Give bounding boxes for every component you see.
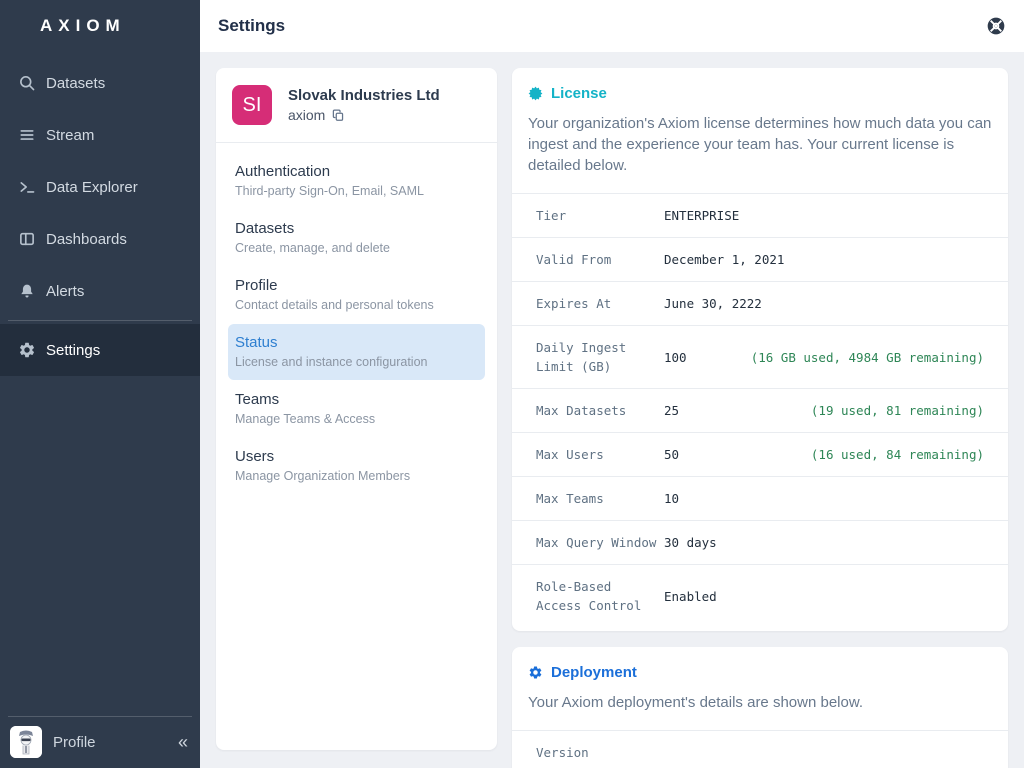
profile-label: Profile [53, 733, 96, 751]
gear-icon [18, 341, 36, 359]
nav-label: Data Explorer [46, 178, 138, 196]
sidebar-item-dashboards[interactable]: Dashboards [0, 213, 200, 265]
sidebar-item-alerts[interactable]: Alerts [0, 265, 200, 317]
nav-label: Stream [46, 126, 95, 144]
settings-nav-card: SI Slovak Industries Ltd axiom Authentic… [216, 68, 497, 750]
sidebar-item-datasets[interactable]: Datasets [0, 57, 200, 109]
table-row-max-datasets: Max Datasets 25 (19 used, 81 remaining) [512, 388, 1008, 432]
stream-icon [18, 126, 36, 144]
license-table: Tier ENTERPRISE Valid From December 1, 2… [512, 193, 1008, 631]
nav-label: Settings [46, 341, 101, 359]
settings-menu-item-datasets[interactable]: Datasets Create, manage, and delete [235, 220, 390, 255]
nav-label: Dashboards [46, 230, 127, 248]
table-row-expires-at: Expires At June 30, 2222 [512, 281, 1008, 325]
settings-menu-item-profile[interactable]: Profile Contact details and personal tok… [235, 277, 434, 312]
deployment-gear-icon [528, 665, 543, 680]
divider [216, 142, 497, 143]
settings-menu: Authentication Third-party Sign-On, Emai… [216, 143, 497, 505]
nav-label: Datasets [46, 74, 106, 92]
nav-label: Alerts [46, 282, 85, 300]
settings-menu-item-authentication[interactable]: Authentication Third-party Sign-On, Emai… [235, 163, 424, 198]
settings-menu-item-status[interactable]: Status License and instance configuratio… [228, 324, 485, 380]
profile-button[interactable]: Profile « [0, 720, 200, 768]
settings-content: SI Slovak Industries Ltd axiom Authentic… [200, 52, 1024, 768]
axiom-logo: AXIOM [40, 16, 126, 35]
deployment-description: Your Axiom deployment's details are show… [528, 694, 864, 711]
table-row-max-teams: Max Teams 10 [512, 476, 1008, 520]
deployment-title: Deployment [551, 664, 637, 681]
deployment-table: Version [512, 730, 1008, 768]
dashboards-icon [18, 230, 36, 248]
lifebuoy-icon[interactable] [986, 16, 1006, 36]
main-nav: Datasets Stream Data Explorer Dashboards… [0, 57, 200, 376]
page-title: Settings [218, 16, 286, 35]
nav-divider [8, 320, 192, 321]
sidebar-item-settings[interactable]: Settings [0, 324, 200, 376]
org-slug: axiom [288, 107, 326, 123]
usage-annotation: (16 GB used, 4984 GB remaining) [750, 349, 984, 365]
license-description: Your organization's Axiom license determ… [528, 115, 992, 174]
license-card: License Your organization's Axiom licens… [512, 68, 1008, 631]
copy-icon[interactable] [331, 108, 345, 122]
license-badge-icon [528, 86, 543, 101]
org-header: SI Slovak Industries Ltd axiom [216, 68, 497, 142]
table-row-rbac: Role-Based Access Control Enabled [512, 564, 1008, 627]
table-row-version: Version [512, 730, 1008, 768]
page-header: Settings [200, 0, 1024, 52]
license-title: License [551, 85, 607, 102]
table-row-max-users: Max Users 50 (16 used, 84 remaining) [512, 432, 1008, 476]
profile-divider [8, 716, 192, 717]
org-avatar: SI [232, 85, 272, 125]
terminal-icon [18, 178, 36, 196]
avatar [10, 726, 42, 758]
usage-annotation: (19 used, 81 remaining) [810, 403, 984, 418]
status-panels: License Your organization's Axiom licens… [512, 68, 1008, 768]
settings-menu-item-users[interactable]: Users Manage Organization Members [235, 448, 411, 483]
table-row-max-query-window: Max Query Window 30 days [512, 520, 1008, 564]
app-sidebar: AXIOM Datasets Stream Data Explorer Dash… [0, 0, 200, 768]
sidebar-item-stream[interactable]: Stream [0, 109, 200, 161]
usage-annotation: (16 used, 84 remaining) [810, 447, 984, 462]
org-name: Slovak Industries Ltd [288, 87, 440, 104]
settings-menu-item-teams[interactable]: Teams Manage Teams & Access [235, 391, 376, 426]
sidebar-item-data-explorer[interactable]: Data Explorer [0, 161, 200, 213]
deployment-card: Deployment Your Axiom deployment's detai… [512, 647, 1008, 768]
table-row-valid-from: Valid From December 1, 2021 [512, 237, 1008, 281]
collapse-sidebar-icon[interactable]: « [177, 731, 188, 752]
sidebar-bottom: Profile « [0, 713, 200, 768]
table-row-tier: Tier ENTERPRISE [512, 193, 1008, 237]
table-row-daily-ingest: Daily Ingest Limit (GB) 100 (16 GB used,… [512, 325, 1008, 388]
search-icon [18, 74, 36, 92]
bell-icon [18, 282, 36, 300]
